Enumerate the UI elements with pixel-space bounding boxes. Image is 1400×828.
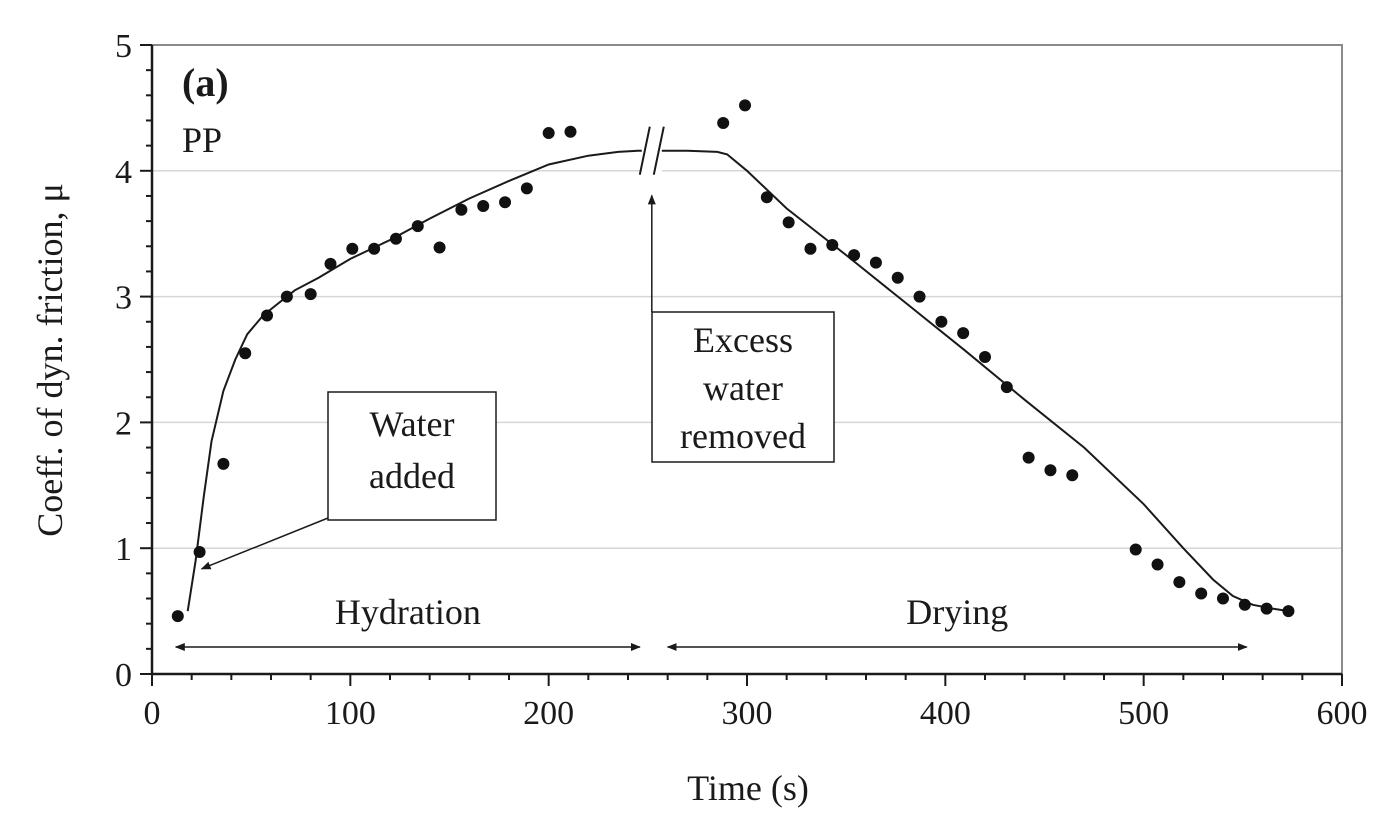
break-slash xyxy=(638,126,651,175)
x-tick-label: 100 xyxy=(325,695,376,732)
data-point xyxy=(891,271,904,284)
data-point xyxy=(760,191,773,204)
x-tick-label: 400 xyxy=(920,695,971,732)
data-point xyxy=(193,545,206,558)
excess-water-text: removed xyxy=(680,416,806,456)
data-point xyxy=(979,350,991,363)
excess-water-text: water xyxy=(703,368,783,408)
data-point xyxy=(368,242,381,255)
data-point xyxy=(564,125,577,138)
data-point xyxy=(520,182,533,195)
data-point xyxy=(1195,587,1208,600)
data-point xyxy=(324,257,337,270)
fit-line xyxy=(186,149,1289,613)
data-point xyxy=(411,220,424,233)
water-added-text: added xyxy=(369,456,455,496)
data-point xyxy=(1000,381,1013,394)
water-added-text: Water xyxy=(369,404,454,444)
x-tick-label: 200 xyxy=(523,695,574,732)
axis-break-mark xyxy=(638,124,665,177)
x-tick-label: 600 xyxy=(1317,695,1368,732)
break-slash xyxy=(652,126,665,175)
fit-line-layer xyxy=(186,149,1289,613)
phase-label: Hydration xyxy=(335,592,481,632)
data-point xyxy=(848,249,861,262)
phase-label: Drying xyxy=(906,592,1008,632)
y-tick-label: 0 xyxy=(115,657,132,694)
data-point xyxy=(261,309,274,322)
data-point xyxy=(782,216,795,229)
data-point xyxy=(346,242,359,255)
data-point xyxy=(499,196,512,209)
y-tick-label: 4 xyxy=(115,154,132,191)
data-point xyxy=(717,116,730,129)
excess-water-box xyxy=(651,311,835,463)
data-point xyxy=(1217,592,1229,605)
data-point xyxy=(477,200,490,213)
data-point xyxy=(913,290,926,303)
data-point xyxy=(239,347,252,360)
data-point xyxy=(1282,605,1295,618)
data-point xyxy=(1173,576,1186,589)
data-point xyxy=(171,610,184,623)
data-point xyxy=(826,239,839,252)
data-point xyxy=(280,290,293,303)
water-added-arrow xyxy=(200,517,329,570)
y-tick-label: 1 xyxy=(115,531,132,568)
annotations: Water added Excess water removed Hydration Dry… xyxy=(174,194,1248,651)
excess-water-text: Excess xyxy=(693,320,793,360)
y-axis-title: Coeff. of dyn. friction, μ xyxy=(30,183,70,537)
x-axis-title: Time (s) xyxy=(687,768,809,808)
data-point xyxy=(804,242,817,255)
x-tick-label: 0 xyxy=(144,695,161,732)
x-tick-label: 300 xyxy=(722,695,773,732)
data-point xyxy=(1066,469,1079,482)
data-point xyxy=(1260,602,1273,615)
data-point xyxy=(935,315,948,328)
data-point xyxy=(957,327,970,340)
data-point xyxy=(542,127,555,140)
panel-label: (a) xyxy=(182,60,229,105)
data-point xyxy=(869,256,882,269)
data-point xyxy=(1129,543,1142,556)
data-point xyxy=(1022,451,1035,464)
sample-label: PP xyxy=(182,120,222,160)
data-point xyxy=(455,203,468,216)
data-point xyxy=(1238,598,1251,611)
water-added-box xyxy=(327,391,497,521)
data-point xyxy=(217,457,230,470)
y-tick-label: 5 xyxy=(115,28,132,65)
data-point xyxy=(1151,558,1164,571)
data-point xyxy=(304,288,317,301)
data-point xyxy=(433,241,446,254)
data-point xyxy=(389,232,402,245)
data-points xyxy=(171,99,1295,623)
data-point xyxy=(1044,464,1057,477)
axis-ticks: 0 1 2 3 4 5 0 100 200 300 400 500 600 xyxy=(115,28,1368,732)
data-point xyxy=(739,99,752,112)
x-tick-label: 500 xyxy=(1118,695,1169,732)
y-tick-label: 3 xyxy=(115,280,132,317)
y-tick-label: 2 xyxy=(115,405,132,442)
